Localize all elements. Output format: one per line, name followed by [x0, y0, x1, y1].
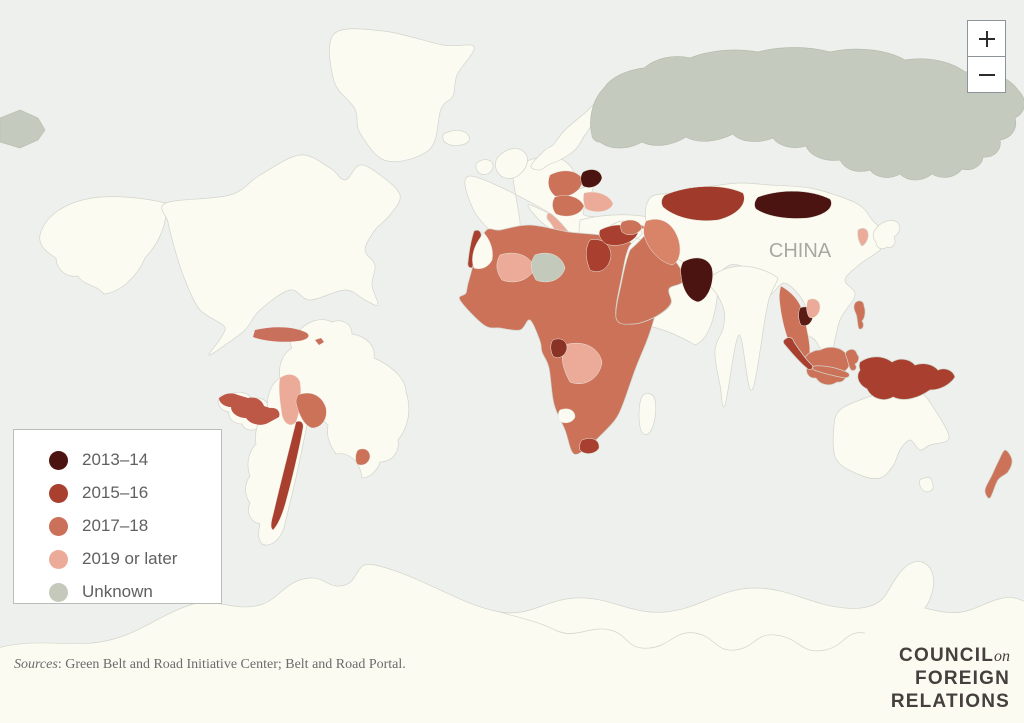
svg-text:CHINA: CHINA	[769, 240, 832, 262]
